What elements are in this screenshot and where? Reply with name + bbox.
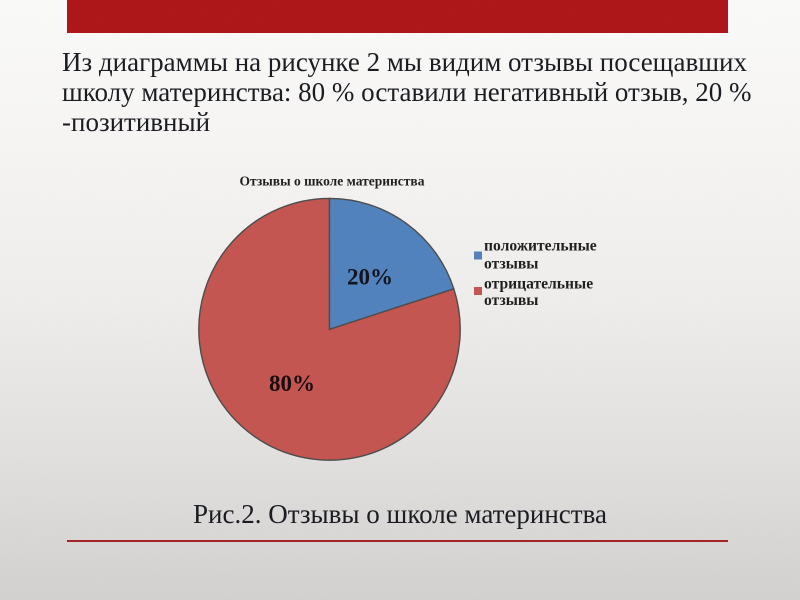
svg-text:20%: 20% xyxy=(347,265,393,290)
svg-text:отзывы: отзывы xyxy=(484,292,538,309)
svg-text:Отзывы о школе материнства: Отзывы о школе материнства xyxy=(240,174,425,189)
svg-text:отрицательные: отрицательные xyxy=(484,276,593,293)
svg-text:положительные: положительные xyxy=(484,238,597,255)
svg-text:отзывы: отзывы xyxy=(484,256,538,273)
svg-text:80%: 80% xyxy=(269,371,315,396)
